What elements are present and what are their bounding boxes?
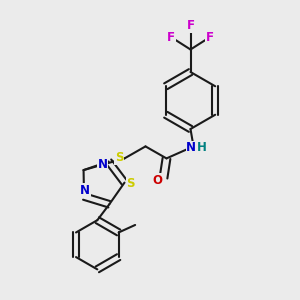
Text: F: F (187, 19, 194, 32)
Text: N: N (80, 184, 90, 197)
Text: O: O (152, 174, 162, 187)
Text: N: N (186, 141, 196, 154)
Text: S: S (115, 151, 123, 164)
Text: N: N (98, 158, 108, 171)
Text: H: H (197, 141, 207, 154)
Text: F: F (167, 31, 175, 44)
Text: F: F (206, 31, 214, 44)
Text: S: S (126, 177, 135, 190)
